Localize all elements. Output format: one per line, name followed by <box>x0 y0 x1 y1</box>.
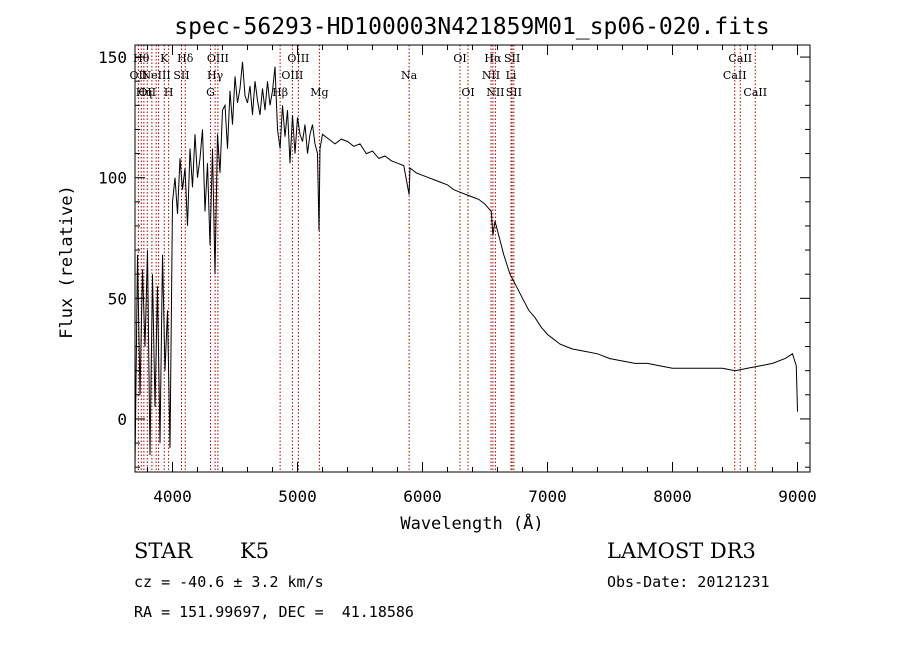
y-axis-label: Flux (relative) <box>57 185 77 339</box>
x-tick-label: 8000 <box>653 487 692 506</box>
line-marker-label: OIII <box>287 52 309 65</box>
line-marker-label: OIII <box>207 52 229 65</box>
plot-frame <box>134 44 811 473</box>
line-marker-label: Hθ <box>133 52 150 65</box>
line-marker-label: CaII <box>728 52 752 65</box>
line-marker-label: Hγ <box>207 69 224 82</box>
line-marker-label: SII <box>504 52 520 65</box>
line-marker-label: Na <box>401 69 418 82</box>
line-marker-label: Hδ <box>177 52 194 65</box>
flux-series-line <box>134 61 798 468</box>
line-marker-label: Hβ <box>272 86 288 99</box>
x-tick-label: 6000 <box>403 487 442 506</box>
line-marker-label: OI <box>461 86 474 99</box>
line-marker-label: OII <box>130 69 148 82</box>
coordinates: RA = 151.99697, DEC = 41.18586 <box>134 603 414 621</box>
spectral-subclass: K5 <box>240 539 270 563</box>
line-marker-label: SII <box>506 86 522 99</box>
redshift-readout: cz = -40.6 ± 3.2 km/s <box>134 573 324 591</box>
line-marker-label: NII <box>486 86 504 99</box>
line-marker-label: NII <box>482 69 500 82</box>
line-marker-label: Li <box>506 69 517 82</box>
line-marker-label: H <box>164 86 174 99</box>
y-tick-label: 100 <box>98 169 127 188</box>
y-tick-label: 150 <box>98 48 127 67</box>
line-marker-label: G <box>206 86 215 99</box>
object-class: STAR <box>134 539 193 563</box>
line-marker-label: Hη <box>136 86 152 99</box>
line-marker-label: CaII <box>723 69 747 82</box>
line-marker-label: OIII <box>281 69 303 82</box>
obs-date: Obs-Date: 20121231 <box>607 573 770 591</box>
line-marker-label: Mg <box>310 86 328 99</box>
y-tick-label: 0 <box>117 410 127 429</box>
x-tick-label: 5000 <box>278 487 317 506</box>
x-axis-label: Wavelength (Å) <box>400 512 543 534</box>
line-marker-label: NeIII <box>142 69 171 82</box>
x-tick-label: 7000 <box>528 487 567 506</box>
line-marker-label: OI <box>453 52 466 65</box>
x-tick-label: 9000 <box>778 487 817 506</box>
line-marker-label: CaII <box>743 86 767 99</box>
chart-title: spec-56293-HD100003N421859M01_sp06-020.f… <box>174 14 769 40</box>
line-marker-label: K <box>160 52 169 65</box>
x-tick-label: 4000 <box>153 487 192 506</box>
survey-name: LAMOST DR3 <box>607 539 756 563</box>
line-marker-label: Hα <box>484 52 502 65</box>
line-marker-label: SII <box>173 69 189 82</box>
line-marker-label: OII <box>138 86 156 99</box>
y-tick-label: 50 <box>108 289 127 308</box>
